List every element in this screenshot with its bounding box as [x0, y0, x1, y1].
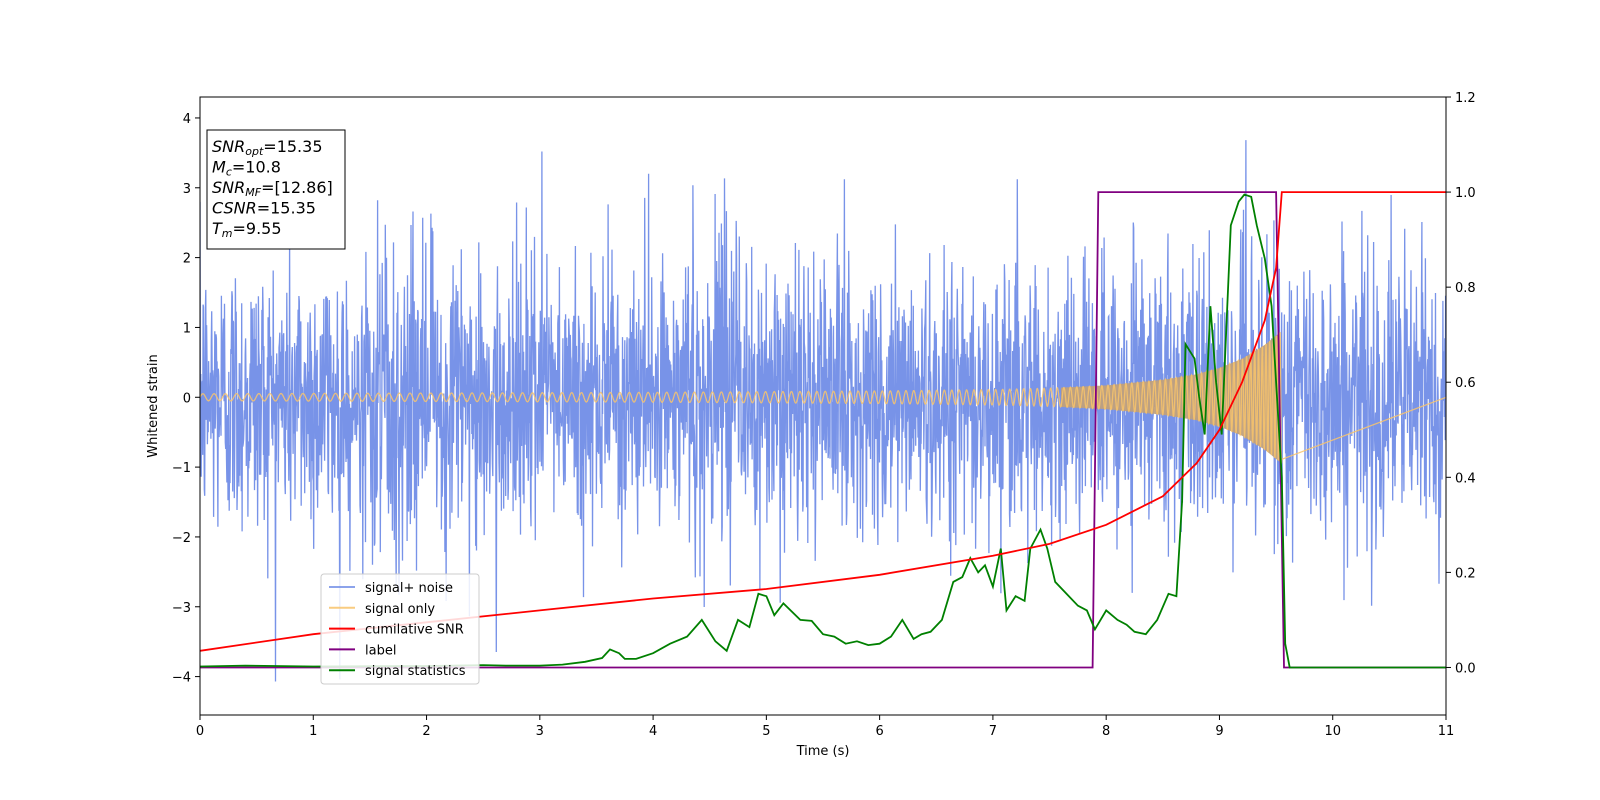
y-tick-label-left: 3: [183, 182, 191, 197]
info-line: Tm=9.55: [212, 219, 282, 240]
info-symbol: M: [212, 158, 226, 177]
info-subscript: MF: [245, 186, 261, 199]
info-box: SNRopt=15.35Mc=10.8SNRMF=[12.86]CSNR=15.…: [206, 129, 346, 250]
y-tick-label-right: 1.0: [1455, 186, 1476, 201]
info-line: SNRMF=[12.86]: [212, 178, 333, 199]
y-tick-label-left: −2: [172, 531, 191, 546]
series-cumilative-snr: [200, 191, 1446, 652]
y-tick-label-left: 2: [183, 252, 191, 267]
y-tick-label-left: 0: [183, 391, 191, 406]
info-subscript: c: [226, 166, 232, 179]
info-subscript: opt: [245, 145, 264, 158]
x-tick-label: 3: [536, 724, 544, 739]
x-axis-label: Time (s): [796, 744, 850, 759]
x-tick-label: 10: [1324, 724, 1341, 739]
info-value: =[12.86]: [261, 178, 333, 197]
y-tick-label-left: 4: [183, 112, 191, 127]
info-line: CSNR=15.35: [212, 199, 316, 218]
legend-label: signal only: [365, 602, 435, 617]
info-value: =15.35: [257, 199, 316, 218]
series-signal-only-envelope: [1060, 331, 1281, 463]
y-tick-label-right: 0.4: [1455, 471, 1476, 486]
legend-label: label: [365, 643, 396, 658]
info-box-frame: [206, 129, 346, 250]
x-tick-label: 8: [1102, 724, 1110, 739]
info-subscript: m: [222, 227, 233, 240]
legend-frame: [320, 573, 480, 685]
y-tick-label-left: −1: [172, 461, 191, 476]
plot-frame: [199, 96, 1447, 716]
x-tick-label: 0: [196, 724, 204, 739]
y-tick-label-left: 1: [183, 321, 191, 336]
series-signal-only: [200, 332, 1446, 464]
y-axis-label: Whitened strain: [146, 354, 161, 457]
legend-label: signal statistics: [365, 664, 466, 679]
legend-label: cumilative SNR: [365, 623, 464, 638]
info-symbol: SNR: [212, 178, 245, 197]
info-value: =9.55: [233, 219, 282, 238]
x-tick-label: 11: [1438, 724, 1455, 739]
x-tick-label: 5: [762, 724, 770, 739]
series-signal-statistics: [200, 193, 1446, 669]
info-symbol: CSNR: [212, 199, 257, 218]
x-tick-label: 1: [309, 724, 317, 739]
info-line: SNRopt=15.35: [212, 137, 323, 158]
info-symbol: T: [212, 219, 223, 238]
info-symbol: SNR: [212, 137, 245, 156]
x-tick-label: 4: [649, 724, 657, 739]
y-tick-label-left: −4: [172, 671, 191, 686]
x-tick-label: 2: [422, 724, 430, 739]
y-tick-label-right: 1.2: [1455, 91, 1476, 106]
y-tick-label-left: −3: [172, 601, 191, 616]
x-tick-label: 6: [875, 724, 883, 739]
legend-label: signal+ noise: [365, 581, 453, 596]
legend: signal+ noise signal only cumilative SNR la…: [320, 573, 480, 685]
info-value: =15.35: [263, 137, 322, 156]
y-tick-label-right: 0.2: [1455, 566, 1476, 581]
info-value: =10.8: [232, 158, 281, 177]
x-tick-label: 7: [989, 724, 997, 739]
info-line: Mc=10.8: [212, 158, 281, 179]
y-tick-label-right: 0.6: [1455, 376, 1476, 391]
y-tick-label-right: 0.0: [1455, 661, 1476, 676]
y-tick-label-right: 0.8: [1455, 281, 1476, 296]
x-tick-label: 9: [1215, 724, 1223, 739]
